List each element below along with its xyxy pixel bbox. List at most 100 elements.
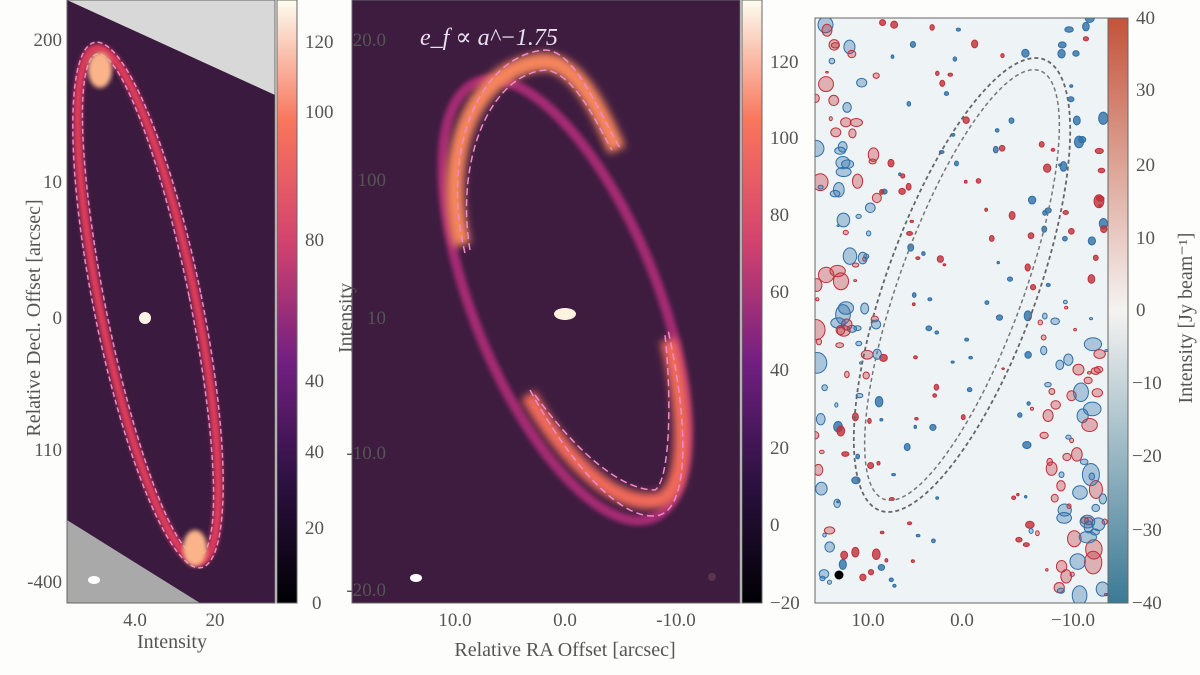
residual-blob (1058, 471, 1065, 479)
residual-blob (851, 173, 864, 189)
arc-contour-top (456, 49, 621, 254)
residual-blob (1050, 400, 1061, 410)
residual-blob (1050, 317, 1060, 326)
ring-bright-top (88, 52, 112, 88)
residual-blob (840, 550, 849, 560)
residual-blob (1022, 542, 1030, 547)
residual-blob (1069, 553, 1086, 570)
residual-blob (819, 449, 825, 455)
residual-blob (1011, 495, 1017, 501)
residual-blob (1073, 382, 1089, 403)
residual-blob (860, 302, 870, 315)
residual-blob (815, 481, 828, 496)
p2-ytick: 100 (358, 170, 387, 191)
residual-blob (1024, 350, 1032, 359)
residual-blob (1039, 431, 1049, 440)
residual-blob (1083, 376, 1093, 385)
residual-blob (1063, 353, 1074, 366)
residual-blob (1095, 581, 1108, 597)
residual-blob (867, 461, 875, 470)
residual-blob (830, 42, 841, 49)
ring-bright-bottom (183, 530, 207, 566)
ring-contour-inner (863, 68, 1061, 502)
residual-blob (1055, 359, 1065, 371)
residual-blob (851, 546, 860, 558)
residual-blob (871, 548, 881, 560)
p1-ylabel: Relative Decl. Offset [arcsec] (23, 199, 45, 436)
residual-blob (876, 460, 881, 466)
residual-blob (1072, 363, 1085, 376)
panel-1-image (67, 0, 275, 603)
residual-blob (1098, 204, 1102, 208)
residual-blob (909, 219, 914, 223)
residual-blob (870, 319, 882, 330)
p1-cbar-tick: 80 (305, 230, 324, 251)
residual-blob (994, 128, 1000, 133)
p3-cbar-tick: 20 (1136, 155, 1155, 176)
p2-cbar-tick: 60 (770, 282, 789, 303)
residual-blob (1028, 527, 1034, 534)
p3-xtick: 0.0 (950, 610, 974, 631)
p1-cbar-tick: 0 (312, 593, 322, 614)
residual-blob (815, 278, 823, 292)
residual-blob (996, 261, 1000, 265)
residual-blob (1093, 194, 1105, 209)
residual-blob (1072, 485, 1088, 500)
ring-bright-arc-top (446, 52, 626, 248)
p3-cbar-tick: 30 (1136, 80, 1155, 101)
residual-blob (815, 297, 820, 302)
p2-cbar-tick: 20 (770, 438, 789, 459)
residual-blob (841, 451, 850, 457)
residual-blob (984, 300, 990, 305)
p2-xlabel: Relative RA Offset [arcsec] (454, 639, 675, 661)
residual-blob (836, 500, 841, 504)
residual-blob (828, 116, 833, 122)
residual-blob (1057, 41, 1067, 49)
residual-blob (1062, 235, 1068, 242)
residual-blob (890, 20, 899, 29)
p1-ytick: 0 (53, 308, 63, 329)
residual-blob (829, 189, 841, 198)
residual-blob (1082, 401, 1102, 417)
residual-blob (963, 179, 968, 184)
residual-blob (1097, 167, 1106, 174)
p1-cbar-tick: 100 (305, 102, 334, 123)
residual-blob (1087, 274, 1096, 284)
p1-xtick: 20 (206, 610, 225, 631)
residual-blob (815, 139, 825, 157)
p1-ytick: 110 (34, 440, 62, 461)
residual-blob (1040, 334, 1047, 341)
panel-1-axes (66, 0, 276, 604)
residual-blob (1081, 417, 1098, 433)
p3-cbar-tick: −20 (1132, 446, 1162, 467)
residual-blob (1068, 227, 1075, 235)
residual-blob (1050, 493, 1059, 503)
residual-blob (1042, 409, 1054, 423)
residual-blob (925, 325, 933, 332)
residual-blob (841, 159, 855, 169)
residual-blob (964, 337, 970, 342)
p3-cbar-tick: 0 (1136, 300, 1146, 321)
residual-blob (867, 417, 872, 424)
residual-blob (1071, 447, 1083, 462)
beam-marker (708, 573, 716, 581)
p2-cbar-tick: 120 (770, 52, 799, 73)
model-annotation: e_f ∝ a^−1.75 (420, 25, 558, 51)
residual-blob (1091, 503, 1101, 513)
residual-blob (1023, 495, 1028, 499)
residual-blob (1073, 327, 1077, 332)
residual-blob (832, 182, 845, 198)
residual-blob (1017, 412, 1023, 418)
residual-blob (968, 355, 973, 360)
residual-blob (1078, 136, 1087, 144)
residual-blob (815, 463, 824, 476)
residual-blob (1027, 232, 1035, 240)
residual-blob (953, 160, 959, 167)
residual-blob (1079, 514, 1096, 529)
panel-3-colorbar (1107, 17, 1129, 604)
p2-xtick: 0.0 (553, 610, 577, 631)
residual-blob (934, 330, 940, 335)
p3-cbar-tick: 10 (1136, 228, 1155, 249)
panel-1-colorbar (276, 0, 298, 604)
residual-blob (815, 412, 826, 426)
